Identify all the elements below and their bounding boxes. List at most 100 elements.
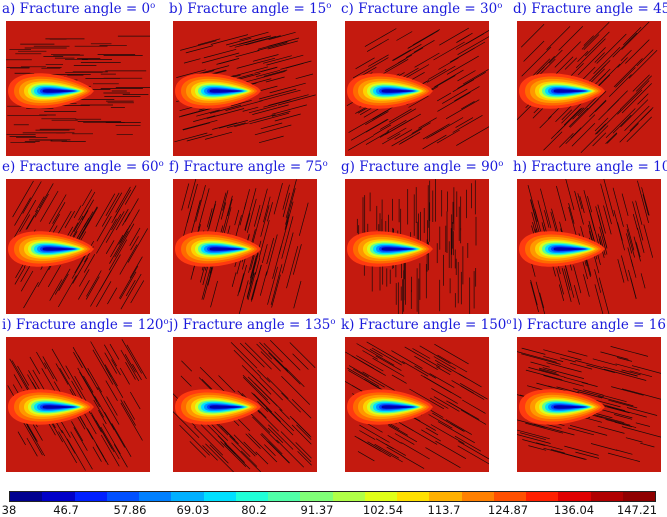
fracture-line — [282, 184, 290, 210]
fracture-line — [568, 107, 589, 128]
fracture-line — [95, 193, 116, 227]
fracture-line — [269, 82, 306, 94]
fracture-line — [572, 107, 585, 120]
fracture-line — [450, 423, 465, 432]
colorbar-tick-label: 80.2 — [241, 503, 267, 517]
fracture-line — [17, 365, 30, 386]
fracture-line — [129, 227, 141, 246]
fracture-line — [606, 133, 618, 144]
fracture-line — [539, 292, 545, 309]
fracture-line — [71, 421, 84, 442]
fracture-line — [39, 190, 59, 222]
fracture-line — [548, 49, 563, 64]
contour-level — [381, 247, 415, 251]
fracture-line — [206, 208, 213, 228]
fracture-line — [48, 194, 67, 225]
fracture-line — [285, 367, 305, 387]
panel-title: b) Fracture angle = 15o — [169, 2, 331, 17]
fracture-line — [581, 66, 596, 81]
colorbar-tick-label: 147.21 — [616, 503, 658, 517]
fracture-line — [437, 421, 475, 444]
fracture-line — [583, 389, 604, 396]
fracture-line — [433, 356, 456, 370]
fracture-line — [517, 351, 557, 363]
fracture-line — [11, 360, 29, 390]
fracture-line — [564, 57, 578, 70]
fracture-line — [590, 443, 618, 451]
fracture-line — [380, 108, 417, 130]
fracture-line — [449, 402, 480, 420]
fracture-line — [597, 425, 625, 434]
fracture-line — [454, 435, 482, 452]
fracture-line — [125, 362, 136, 380]
fracture-line — [571, 122, 596, 147]
fracture-line — [105, 380, 118, 401]
fracture-line — [73, 427, 88, 451]
fracture-line — [398, 131, 421, 145]
fracture-line — [22, 181, 42, 214]
panel-title: j) Fracture angle = 135o — [169, 318, 336, 333]
colorbar-tick-label: 46.7 — [53, 503, 79, 517]
panel-title: i) Fracture angle = 120o — [2, 318, 169, 333]
fracture-line — [103, 344, 118, 367]
fracture-line — [615, 449, 633, 455]
fracture-line — [277, 94, 316, 106]
fracture-line — [575, 451, 600, 459]
fracture-line — [74, 375, 83, 391]
fracture-line — [365, 111, 389, 126]
panel-title: l) Fracture angle = 165o — [513, 318, 667, 333]
fracture-line — [567, 368, 582, 373]
colorbar-tick-label: 113.7 — [427, 503, 461, 517]
fracture-line — [434, 343, 469, 365]
fracture-line — [194, 426, 224, 456]
panel-title-prefix: a) Fracture angle = — [2, 1, 142, 17]
fracture-line — [546, 26, 571, 51]
fracture-line — [254, 66, 278, 74]
fracture-line — [459, 382, 488, 400]
fracture-line — [251, 374, 268, 391]
fracture-line — [79, 371, 101, 408]
fracture-line — [42, 356, 58, 382]
fracture-line — [268, 94, 309, 106]
fracture-line — [603, 368, 647, 381]
fracture-line — [85, 276, 100, 300]
fracture-line — [617, 357, 633, 362]
fracture-line — [295, 73, 314, 80]
fracture-line — [630, 259, 637, 278]
fracture-line — [198, 377, 213, 391]
fracture-line — [104, 412, 126, 448]
fracture-line — [538, 367, 557, 374]
fracture-line — [189, 441, 207, 458]
fracture-line — [430, 424, 465, 445]
fracture-line — [463, 69, 489, 85]
fracture-line — [252, 54, 279, 62]
fracture-line — [291, 398, 312, 419]
contour-plot — [345, 337, 489, 472]
fracture-line — [587, 196, 593, 213]
fracture-line — [401, 423, 438, 445]
fracture-line — [413, 39, 435, 53]
fracture-line — [615, 67, 636, 88]
fracture-line — [456, 126, 489, 146]
fracture-line — [282, 192, 290, 218]
fracture-line — [564, 376, 589, 385]
fracture-line — [588, 220, 596, 246]
fracture-line — [626, 233, 633, 254]
fracture-line — [238, 264, 247, 293]
fracture-line — [517, 419, 546, 428]
fracture-line — [59, 367, 77, 397]
fracture-line — [54, 268, 71, 295]
fracture-line — [563, 108, 581, 126]
fracture-line — [581, 22, 610, 50]
fracture-line — [567, 427, 594, 436]
fracture-line — [598, 99, 620, 121]
fracture-line — [203, 267, 213, 300]
fracture-line — [239, 342, 265, 368]
fracture-line — [252, 416, 279, 444]
fracture-line — [25, 215, 35, 230]
fracture-line — [437, 92, 452, 102]
fracture-line — [78, 269, 90, 287]
fracture-line — [640, 273, 646, 289]
fracture-line — [548, 385, 568, 392]
contour-svg — [6, 35, 150, 144]
